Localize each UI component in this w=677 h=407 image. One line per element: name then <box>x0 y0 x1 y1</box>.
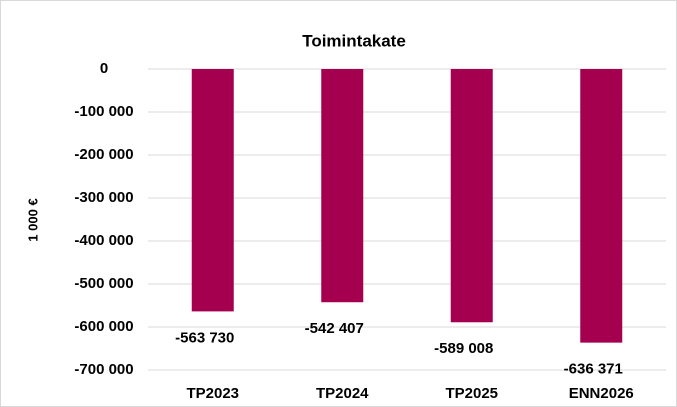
x-tick-label: TP2023 <box>186 385 239 402</box>
y-tick-label: -200 000 <box>74 146 133 163</box>
y-tick-label: -700 000 <box>74 361 133 378</box>
y-tick-label: -400 000 <box>74 232 133 249</box>
y-tick-label: -600 000 <box>74 318 133 335</box>
x-tick-label: ENN2026 <box>569 385 634 402</box>
y-tick-label: -300 000 <box>74 189 133 206</box>
bar <box>191 69 234 312</box>
chart-title: Toimintakate <box>302 31 406 50</box>
y-tick-label: -500 000 <box>74 275 133 292</box>
bar <box>450 69 493 323</box>
data-label: -589 008 <box>434 340 493 357</box>
x-tick-label: TP2024 <box>316 385 369 402</box>
data-label: -542 407 <box>305 320 364 337</box>
y-tick-label: -100 000 <box>74 103 133 120</box>
y-axis-label: 1 000 € <box>25 198 40 241</box>
x-tick-label: TP2025 <box>445 385 498 402</box>
y-tick-label: 0 <box>100 60 108 77</box>
bar <box>321 69 364 303</box>
bar <box>580 69 623 343</box>
data-label: -636 371 <box>564 361 623 378</box>
data-label: -563 730 <box>175 329 234 346</box>
